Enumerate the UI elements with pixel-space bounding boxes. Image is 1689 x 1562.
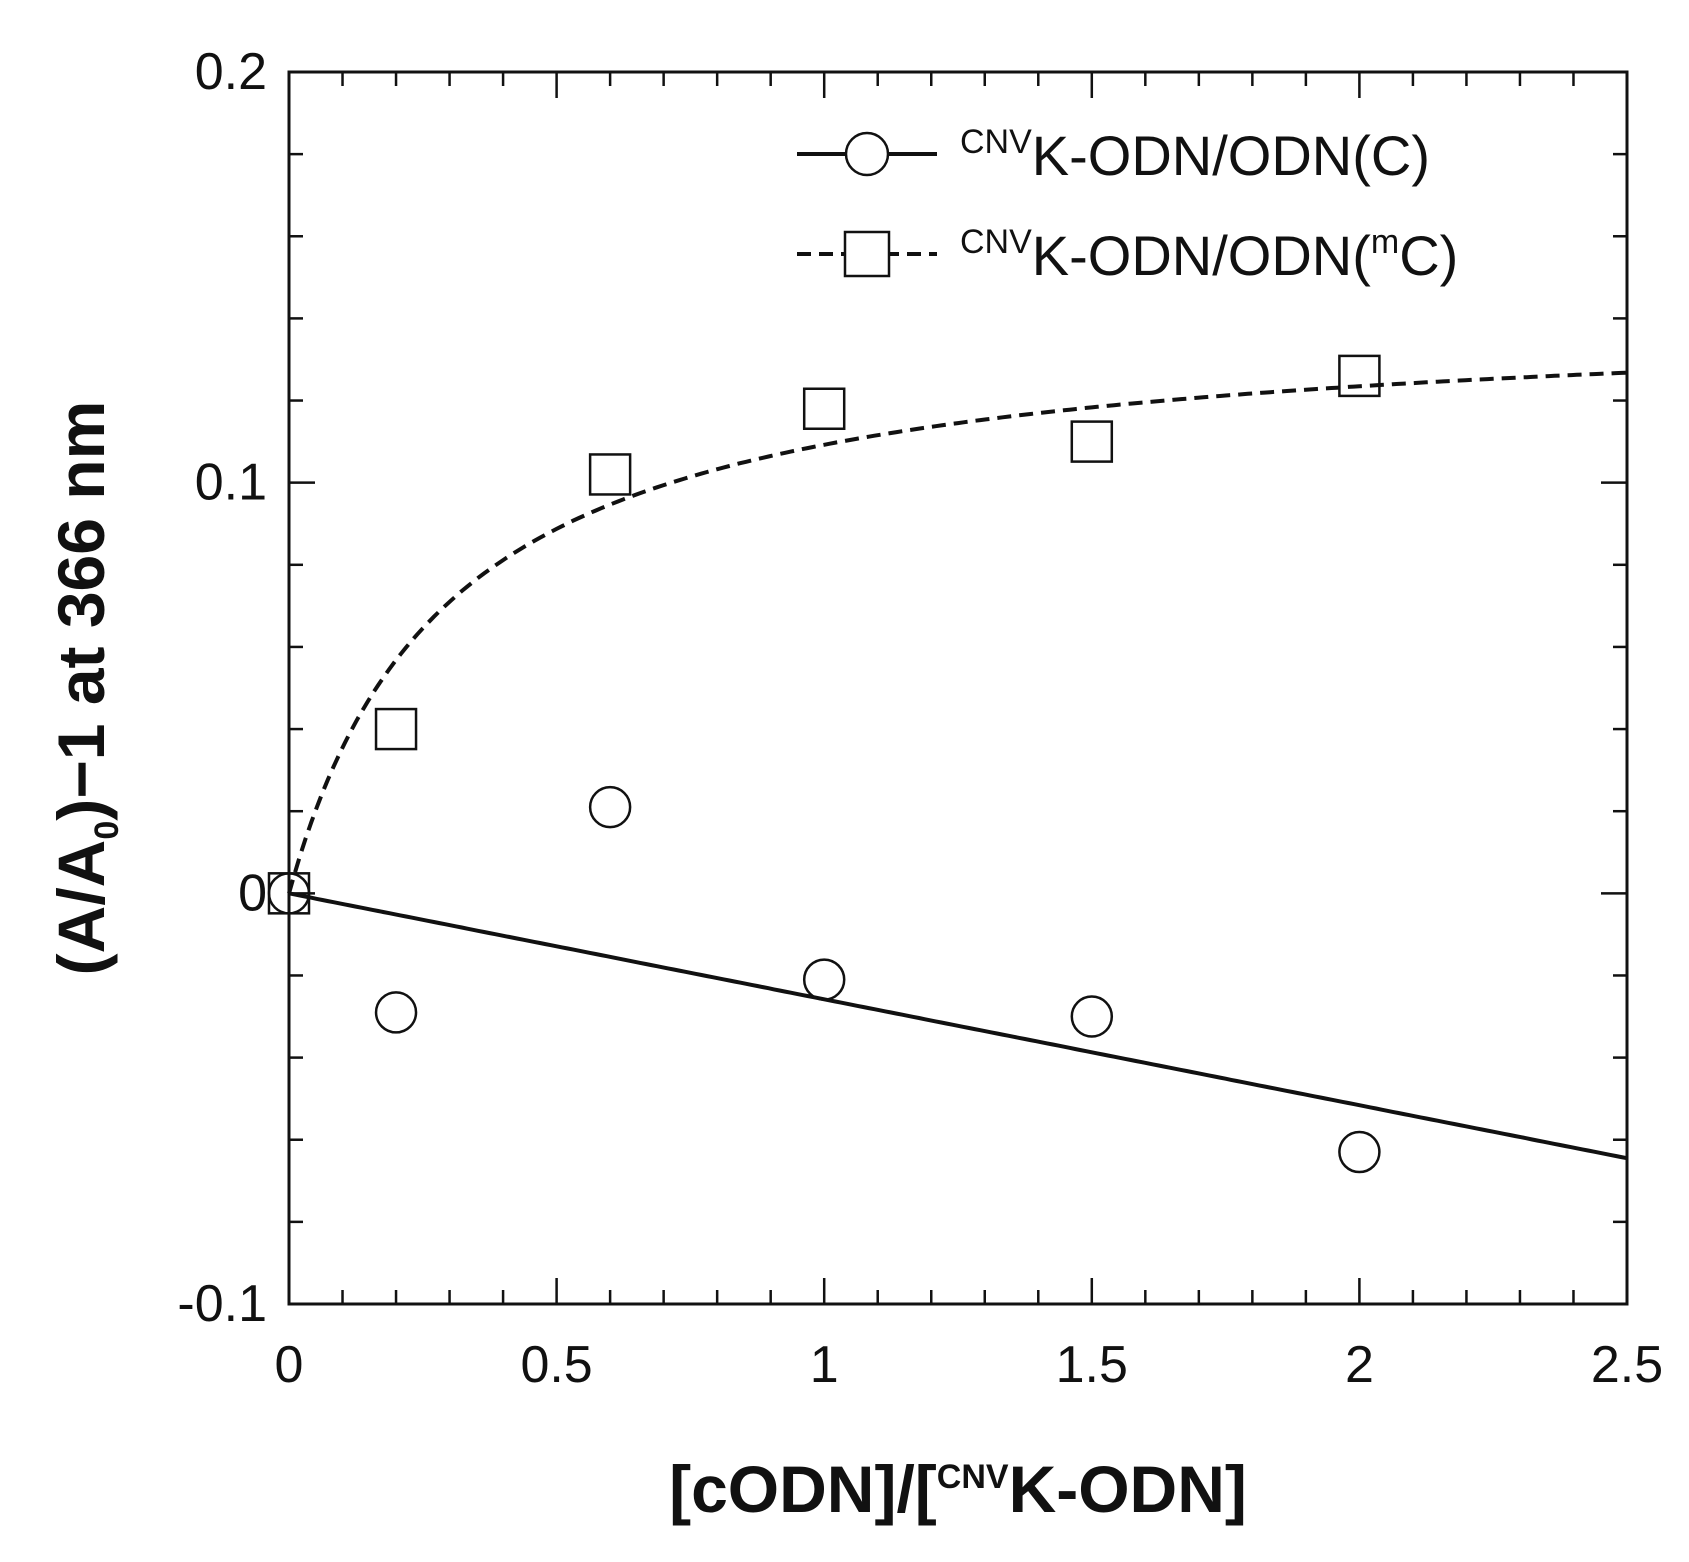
- data-point-series-2: [588, 453, 632, 496]
- y-tick-label: 0.2: [195, 43, 267, 101]
- data-point-series-2: [1338, 354, 1381, 398]
- data-point-series-1: [1338, 1130, 1381, 1174]
- legend: CNVK-ODN/ODN(C) CNVK-ODN/ODN(mC): [797, 123, 1458, 287]
- y-axis-title: (A/A0)−1 at 366 nm: [44, 401, 126, 976]
- x-tick-label: 2.5: [1591, 1336, 1663, 1394]
- plot-frame: [287, 70, 1629, 1306]
- x-tick-label: 1.5: [1056, 1336, 1128, 1394]
- y-tick-label: 0: [238, 864, 267, 922]
- data-point-series-2: [1070, 420, 1114, 463]
- legend-label-series-2: CNVK-ODN/ODN(mC): [960, 223, 1458, 287]
- data-point-series-2: [802, 387, 846, 430]
- x-tick-labels: 0 0.5 1 1.5 2 2.5: [275, 1336, 1664, 1394]
- x-tick-label: 1: [810, 1336, 839, 1394]
- y-tick-label: 0.1: [195, 454, 267, 512]
- legend-label-series-1: CNVK-ODN/ODN(C): [960, 123, 1430, 187]
- legend-item-series-2: CNVK-ODN/ODN(mC): [797, 223, 1458, 287]
- x-axis-title: [cODN]/[CNVK-ODN]: [669, 1452, 1247, 1526]
- x-tick-label: 2: [1345, 1336, 1374, 1394]
- y-tick-labels: -0.1 0 0.1 0.2: [177, 43, 267, 1333]
- data-point-series-1: [802, 958, 846, 1001]
- y-tick-label: -0.1: [177, 1275, 267, 1333]
- legend-marker-square: [843, 230, 891, 278]
- fit-line-series-2: [287, 370, 1628, 894]
- data-point-series-2: [374, 707, 418, 751]
- x-tick-label: 0: [275, 1336, 304, 1394]
- data-point-series-1: [1070, 995, 1114, 1038]
- data-point-series-1: [374, 991, 418, 1034]
- fit-line-series-1: [288, 891, 1628, 1161]
- data-point-series-1: [588, 785, 632, 829]
- legend-marker-circle: [844, 131, 890, 177]
- legend-item-series-1: CNVK-ODN/ODN(C): [797, 123, 1430, 187]
- data-points: [267, 354, 1381, 1174]
- fit-lines: [287, 370, 1628, 1161]
- x-tick-label: 0.5: [520, 1336, 592, 1394]
